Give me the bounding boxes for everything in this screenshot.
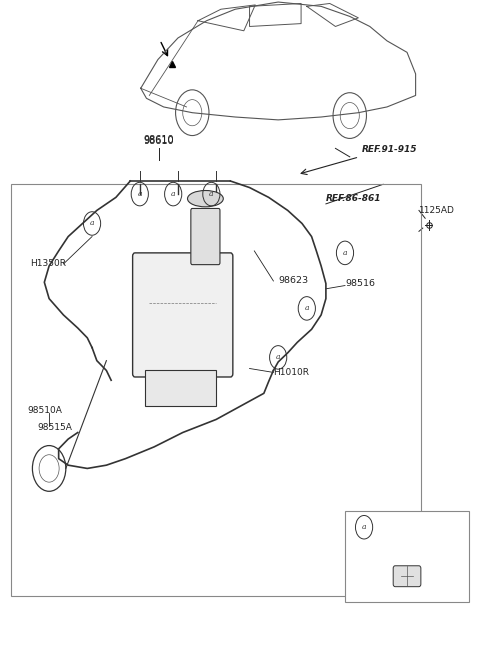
Text: 1125AD: 1125AD bbox=[419, 206, 455, 215]
FancyBboxPatch shape bbox=[144, 371, 216, 406]
FancyBboxPatch shape bbox=[132, 253, 233, 377]
Text: 98610: 98610 bbox=[144, 135, 174, 145]
FancyBboxPatch shape bbox=[345, 511, 469, 602]
Text: 81199: 81199 bbox=[381, 522, 411, 532]
Text: a: a bbox=[305, 304, 309, 312]
Ellipse shape bbox=[188, 190, 223, 207]
Text: REF.91-915: REF.91-915 bbox=[362, 144, 417, 154]
Text: a: a bbox=[362, 523, 366, 531]
FancyBboxPatch shape bbox=[393, 565, 421, 586]
Text: a: a bbox=[343, 249, 347, 257]
Text: 98623: 98623 bbox=[278, 276, 308, 285]
Text: a: a bbox=[90, 220, 94, 228]
FancyBboxPatch shape bbox=[191, 209, 220, 264]
Text: REF.86-861: REF.86-861 bbox=[326, 194, 382, 203]
Text: 98515A: 98515A bbox=[37, 422, 72, 432]
Text: a: a bbox=[276, 354, 280, 361]
Text: 98516: 98516 bbox=[345, 279, 375, 288]
Text: H1350R: H1350R bbox=[30, 260, 66, 268]
Text: H1010R: H1010R bbox=[274, 368, 310, 377]
Text: a: a bbox=[209, 190, 214, 198]
Text: 98610: 98610 bbox=[144, 136, 174, 146]
Text: 98510A: 98510A bbox=[28, 406, 62, 415]
Text: a: a bbox=[171, 190, 175, 198]
Text: 98620: 98620 bbox=[144, 318, 175, 327]
Text: a: a bbox=[138, 190, 142, 198]
